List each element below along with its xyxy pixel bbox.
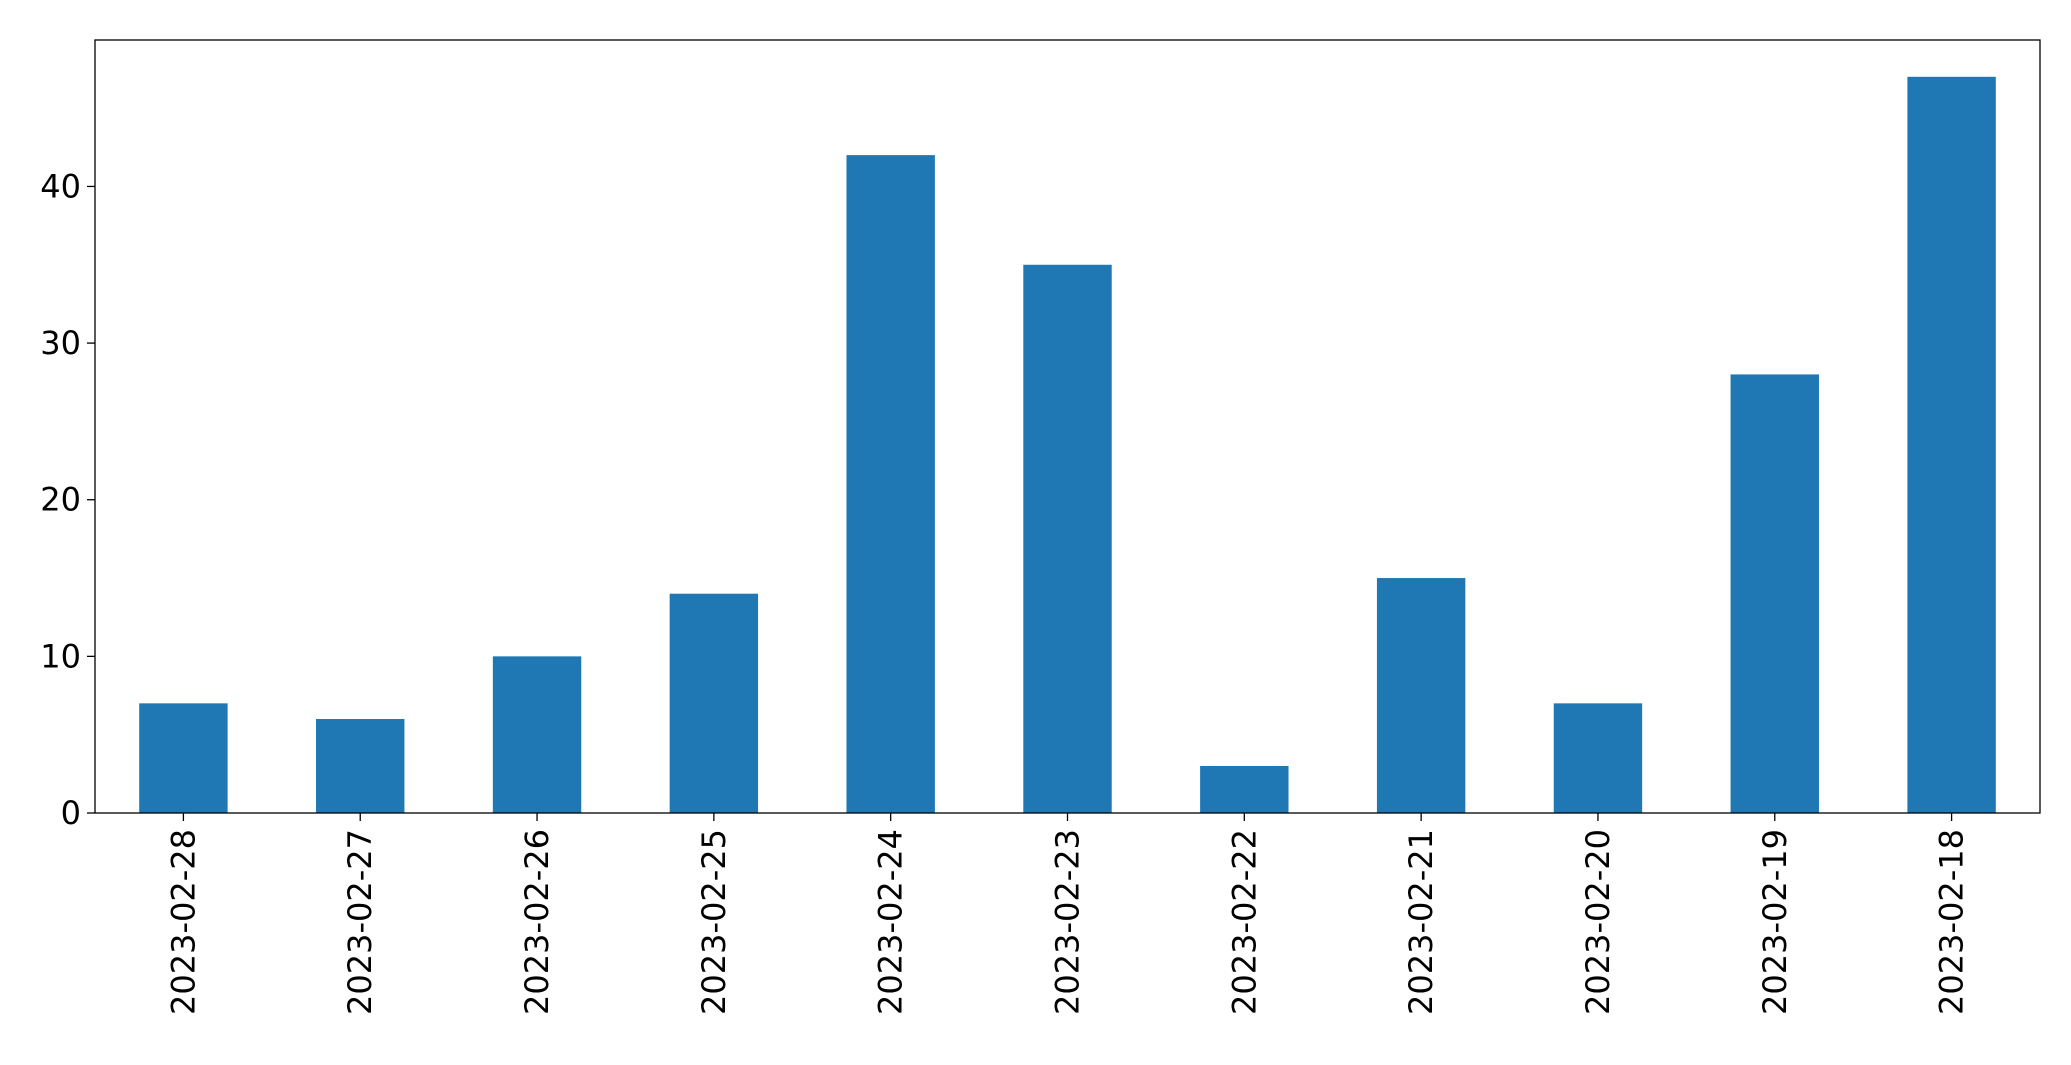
bar-2023-02-19 — [1730, 374, 1819, 813]
y-tick-label: 0 — [61, 794, 81, 832]
x-tick-label: 2023-02-21 — [1402, 829, 1440, 1015]
x-tick-label: 2023-02-22 — [1225, 829, 1263, 1015]
x-tick-label: 2023-02-24 — [872, 829, 910, 1015]
bar-2023-02-27 — [316, 719, 405, 813]
x-axis: 2023-02-28 2023-02-27 2023-02-26 2023-02-25… — [164, 813, 1971, 1015]
x-tick-label: 2023-02-28 — [164, 829, 202, 1015]
bar-2023-02-26 — [492, 656, 582, 813]
bar-2023-02-23 — [1023, 264, 1112, 813]
y-tick-label: 40 — [40, 167, 81, 205]
bar-2023-02-25 — [669, 593, 759, 813]
bar-2023-02-22 — [1200, 766, 1289, 813]
x-tick-label: 2023-02-27 — [341, 829, 379, 1015]
y-tick-label: 10 — [40, 637, 81, 675]
y-axis: 0 10 20 30 40 — [40, 167, 95, 832]
plot-area — [139, 76, 1996, 813]
x-tick-label: 2023-02-23 — [1049, 829, 1087, 1015]
x-tick-label: 2023-02-26 — [518, 829, 556, 1015]
y-tick-label: 20 — [40, 481, 81, 519]
x-tick-label: 2023-02-19 — [1756, 829, 1794, 1015]
x-tick-label: 2023-02-18 — [1933, 829, 1971, 1015]
y-tick-label: 30 — [40, 324, 81, 362]
x-tick-label: 2023-02-25 — [695, 829, 733, 1015]
x-tick-label: 2023-02-20 — [1579, 829, 1617, 1015]
bar-2023-02-28 — [139, 703, 228, 813]
bar-2023-02-24 — [846, 155, 935, 813]
bar-2023-02-21 — [1376, 578, 1466, 813]
plot-frame — [94, 39, 2041, 814]
bar-2023-02-20 — [1553, 703, 1643, 813]
bar-2023-02-18 — [1907, 76, 1996, 813]
